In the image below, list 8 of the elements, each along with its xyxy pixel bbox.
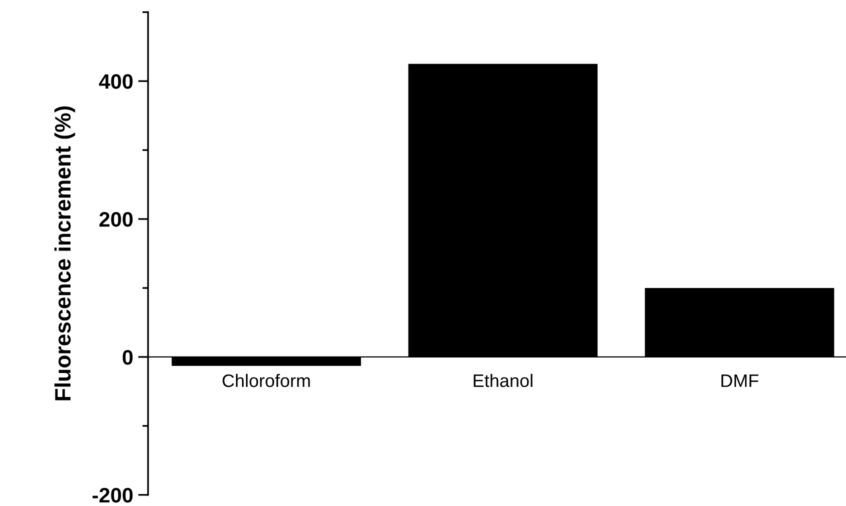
y-tick-label: 200 bbox=[99, 212, 133, 227]
y-tick-label: 0 bbox=[122, 350, 133, 365]
x-tick-label: DMF bbox=[721, 374, 758, 387]
x-tick-label: Ethanol bbox=[474, 374, 532, 388]
y-tick-label: -200 bbox=[92, 488, 133, 503]
y-tick-label: 400 bbox=[99, 74, 133, 89]
x-tick-label: Chloroform bbox=[222, 374, 310, 388]
y-axis-title: Fluorescence increment (%) bbox=[54, 106, 76, 400]
